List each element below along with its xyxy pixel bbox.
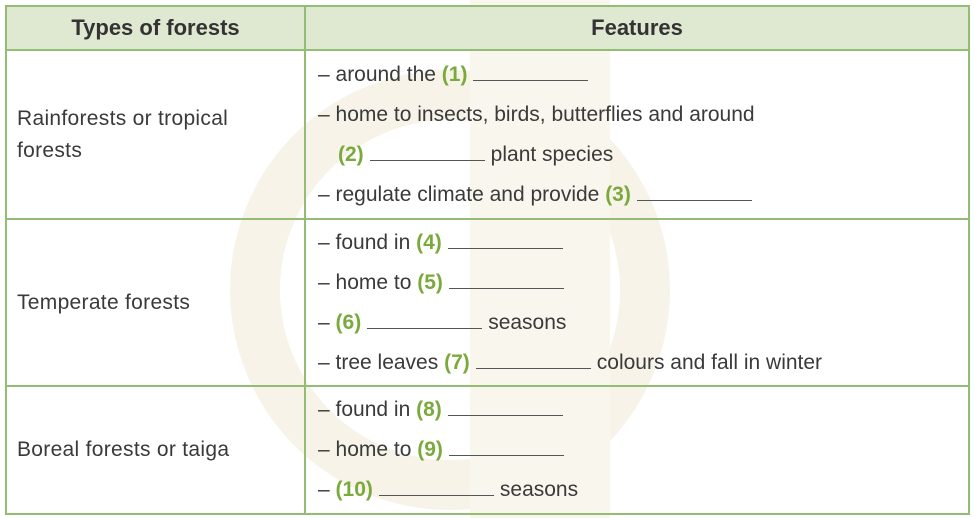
feature-line: – found in (8) <box>318 390 956 430</box>
blank-number: (5) <box>417 270 443 294</box>
answer-blank[interactable] <box>448 270 564 289</box>
blank-number: (2) <box>338 142 364 166</box>
feature-text: seasons <box>499 478 579 501</box>
feature-text: – <box>318 478 330 501</box>
feature-line: – around the (1) <box>318 55 956 95</box>
feature-line: – regulate climate and provide (3) <box>318 175 956 215</box>
answer-blank[interactable] <box>636 182 752 201</box>
feature-text: colours and fall in winter <box>596 350 823 374</box>
header-types: Types of forests <box>5 5 306 51</box>
answer-blank[interactable] <box>447 397 563 416</box>
feature-line: – tree leaves (7) colours and fall in win… <box>318 343 956 383</box>
feature-text: seasons <box>488 310 567 334</box>
blank-number: (7) <box>444 350 470 374</box>
header-features: Features <box>304 5 970 51</box>
feature-line: – found in (4) <box>318 223 956 263</box>
blank-number: (6) <box>335 310 362 334</box>
answer-blank[interactable] <box>447 230 563 249</box>
blank-number: (1) <box>441 62 468 86</box>
forest-types-table: Types of forests Features Rainforests or… <box>5 5 970 515</box>
forest-type: Boreal forests or taiga <box>5 385 306 515</box>
blank-number: (8) <box>416 398 442 421</box>
answer-blank[interactable] <box>369 142 485 161</box>
answer-blank[interactable] <box>475 350 591 369</box>
answer-blank[interactable] <box>448 437 564 456</box>
answer-blank[interactable] <box>367 310 483 329</box>
table-row: Temperate forests – found in (4) – home to… <box>5 218 970 387</box>
feature-text: – home to insects, birds, butterflies an… <box>318 102 755 126</box>
feature-text: plant species <box>490 142 614 166</box>
forest-type: Temperate forests <box>5 218 306 387</box>
feature-text: – home to <box>318 438 412 461</box>
feature-text: – found in <box>318 398 411 421</box>
features-cell: – found in (4) – home to (5) – (6) seasons –… <box>304 218 970 387</box>
feature-line: – home to insects, birds, butterflies an… <box>318 95 956 135</box>
feature-text: – regulate climate and provide <box>318 182 600 206</box>
blank-number: (9) <box>417 438 443 461</box>
answer-blank[interactable] <box>378 477 494 496</box>
blank-number: (4) <box>416 230 442 254</box>
forest-type: Rainforests or tropical forests <box>5 49 306 220</box>
feature-text: – around the <box>318 62 436 86</box>
table-row: Boreal forests or taiga – found in (8) – h… <box>5 385 970 515</box>
feature-line: (2) plant species <box>318 135 956 175</box>
feature-line: – home to (9) <box>318 430 956 470</box>
blank-number: (3) <box>605 182 631 206</box>
feature-line: – (6) seasons <box>318 303 956 343</box>
features-cell: – found in (8) – home to (9) – (10) seasons <box>304 385 970 515</box>
feature-text: – home to <box>318 270 412 294</box>
feature-line: – home to (5) <box>318 263 956 303</box>
feature-text: – <box>318 310 330 334</box>
blank-number: (10) <box>335 478 373 501</box>
feature-text: – tree leaves <box>318 350 439 374</box>
table-row: Rainforests or tropical forests – around … <box>5 49 970 220</box>
features-cell: – around the (1) – home to insects, birds… <box>304 49 970 220</box>
answer-blank[interactable] <box>473 62 589 81</box>
feature-text: – found in <box>318 230 411 254</box>
feature-line: – (10) seasons <box>318 470 956 510</box>
